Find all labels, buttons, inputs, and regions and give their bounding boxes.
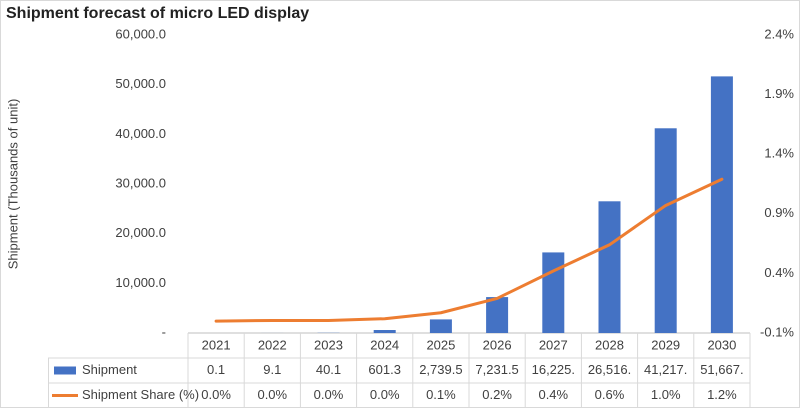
chart-title: Shipment forecast of micro LED display (6, 5, 309, 22)
y2-tick-label: 0.4% (764, 265, 794, 280)
x-tick-label: 2024 (370, 337, 399, 352)
y2-tick-label: 0.9% (764, 205, 794, 220)
table-value: 0.0% (370, 387, 400, 402)
table-value: 0.1 (207, 362, 225, 377)
x-tick-label: 2025 (426, 337, 455, 352)
table-value: 26,516. (588, 362, 631, 377)
table-value: 40.1 (316, 362, 341, 377)
table-value: 0.1% (426, 387, 456, 402)
y-tick-label: 30,000.0 (115, 175, 166, 190)
bar (710, 76, 733, 333)
table-value: 0.2% (482, 387, 512, 402)
x-tick-label: 2023 (314, 337, 343, 352)
y2-tick-label: -0.1% (760, 324, 794, 339)
bar (654, 128, 677, 333)
y-tick-label: - (162, 324, 166, 339)
table-value: 601.3 (368, 362, 401, 377)
table-value: 0.6% (595, 387, 625, 402)
y2-tick-label: 2.4% (764, 26, 794, 41)
x-tick-label: 2022 (258, 337, 287, 352)
table-value: 7,231.5 (475, 362, 518, 377)
y-tick-label: 20,000.0 (115, 225, 166, 240)
bar (486, 297, 509, 333)
bar (598, 201, 621, 333)
x-tick-label: 2026 (483, 337, 512, 352)
x-tick-label: 2027 (539, 337, 568, 352)
bar (542, 252, 565, 333)
table-value: 0.0% (257, 387, 287, 402)
y-tick-label: 40,000.0 (115, 126, 166, 141)
y2-tick-label: 1.4% (764, 146, 794, 161)
x-tick-label: 2021 (202, 337, 231, 352)
table-value: 0.0% (201, 387, 231, 402)
table-value: 1.2% (707, 387, 737, 402)
table-value: 51,667. (700, 362, 743, 377)
table-value: 0.4% (538, 387, 568, 402)
y-tick-label: 60,000.0 (115, 26, 166, 41)
y2-tick-label: 1.9% (764, 86, 794, 101)
legend-key (54, 366, 76, 375)
table-value: 9.1 (263, 362, 281, 377)
x-tick-label: 2030 (707, 337, 736, 352)
table-value: 0.0% (314, 387, 344, 402)
bar (373, 330, 396, 333)
table-value: 1.0% (651, 387, 681, 402)
y-tick-label: 10,000.0 (115, 275, 166, 290)
x-tick-label: 2028 (595, 337, 624, 352)
y-tick-label: 50,000.0 (115, 76, 166, 91)
x-tick-label: 2029 (651, 337, 680, 352)
bar (429, 319, 452, 333)
table-value: 16,225. (532, 362, 575, 377)
line (214, 177, 724, 323)
y-axis-label: Shipment (Thousands of unit) (5, 99, 20, 270)
table-value: 41,217. (644, 362, 687, 377)
legend-label: Shipment (82, 362, 137, 377)
legend-label: Shipment Share (%) (82, 387, 199, 402)
table-value: 2,739.5 (419, 362, 462, 377)
